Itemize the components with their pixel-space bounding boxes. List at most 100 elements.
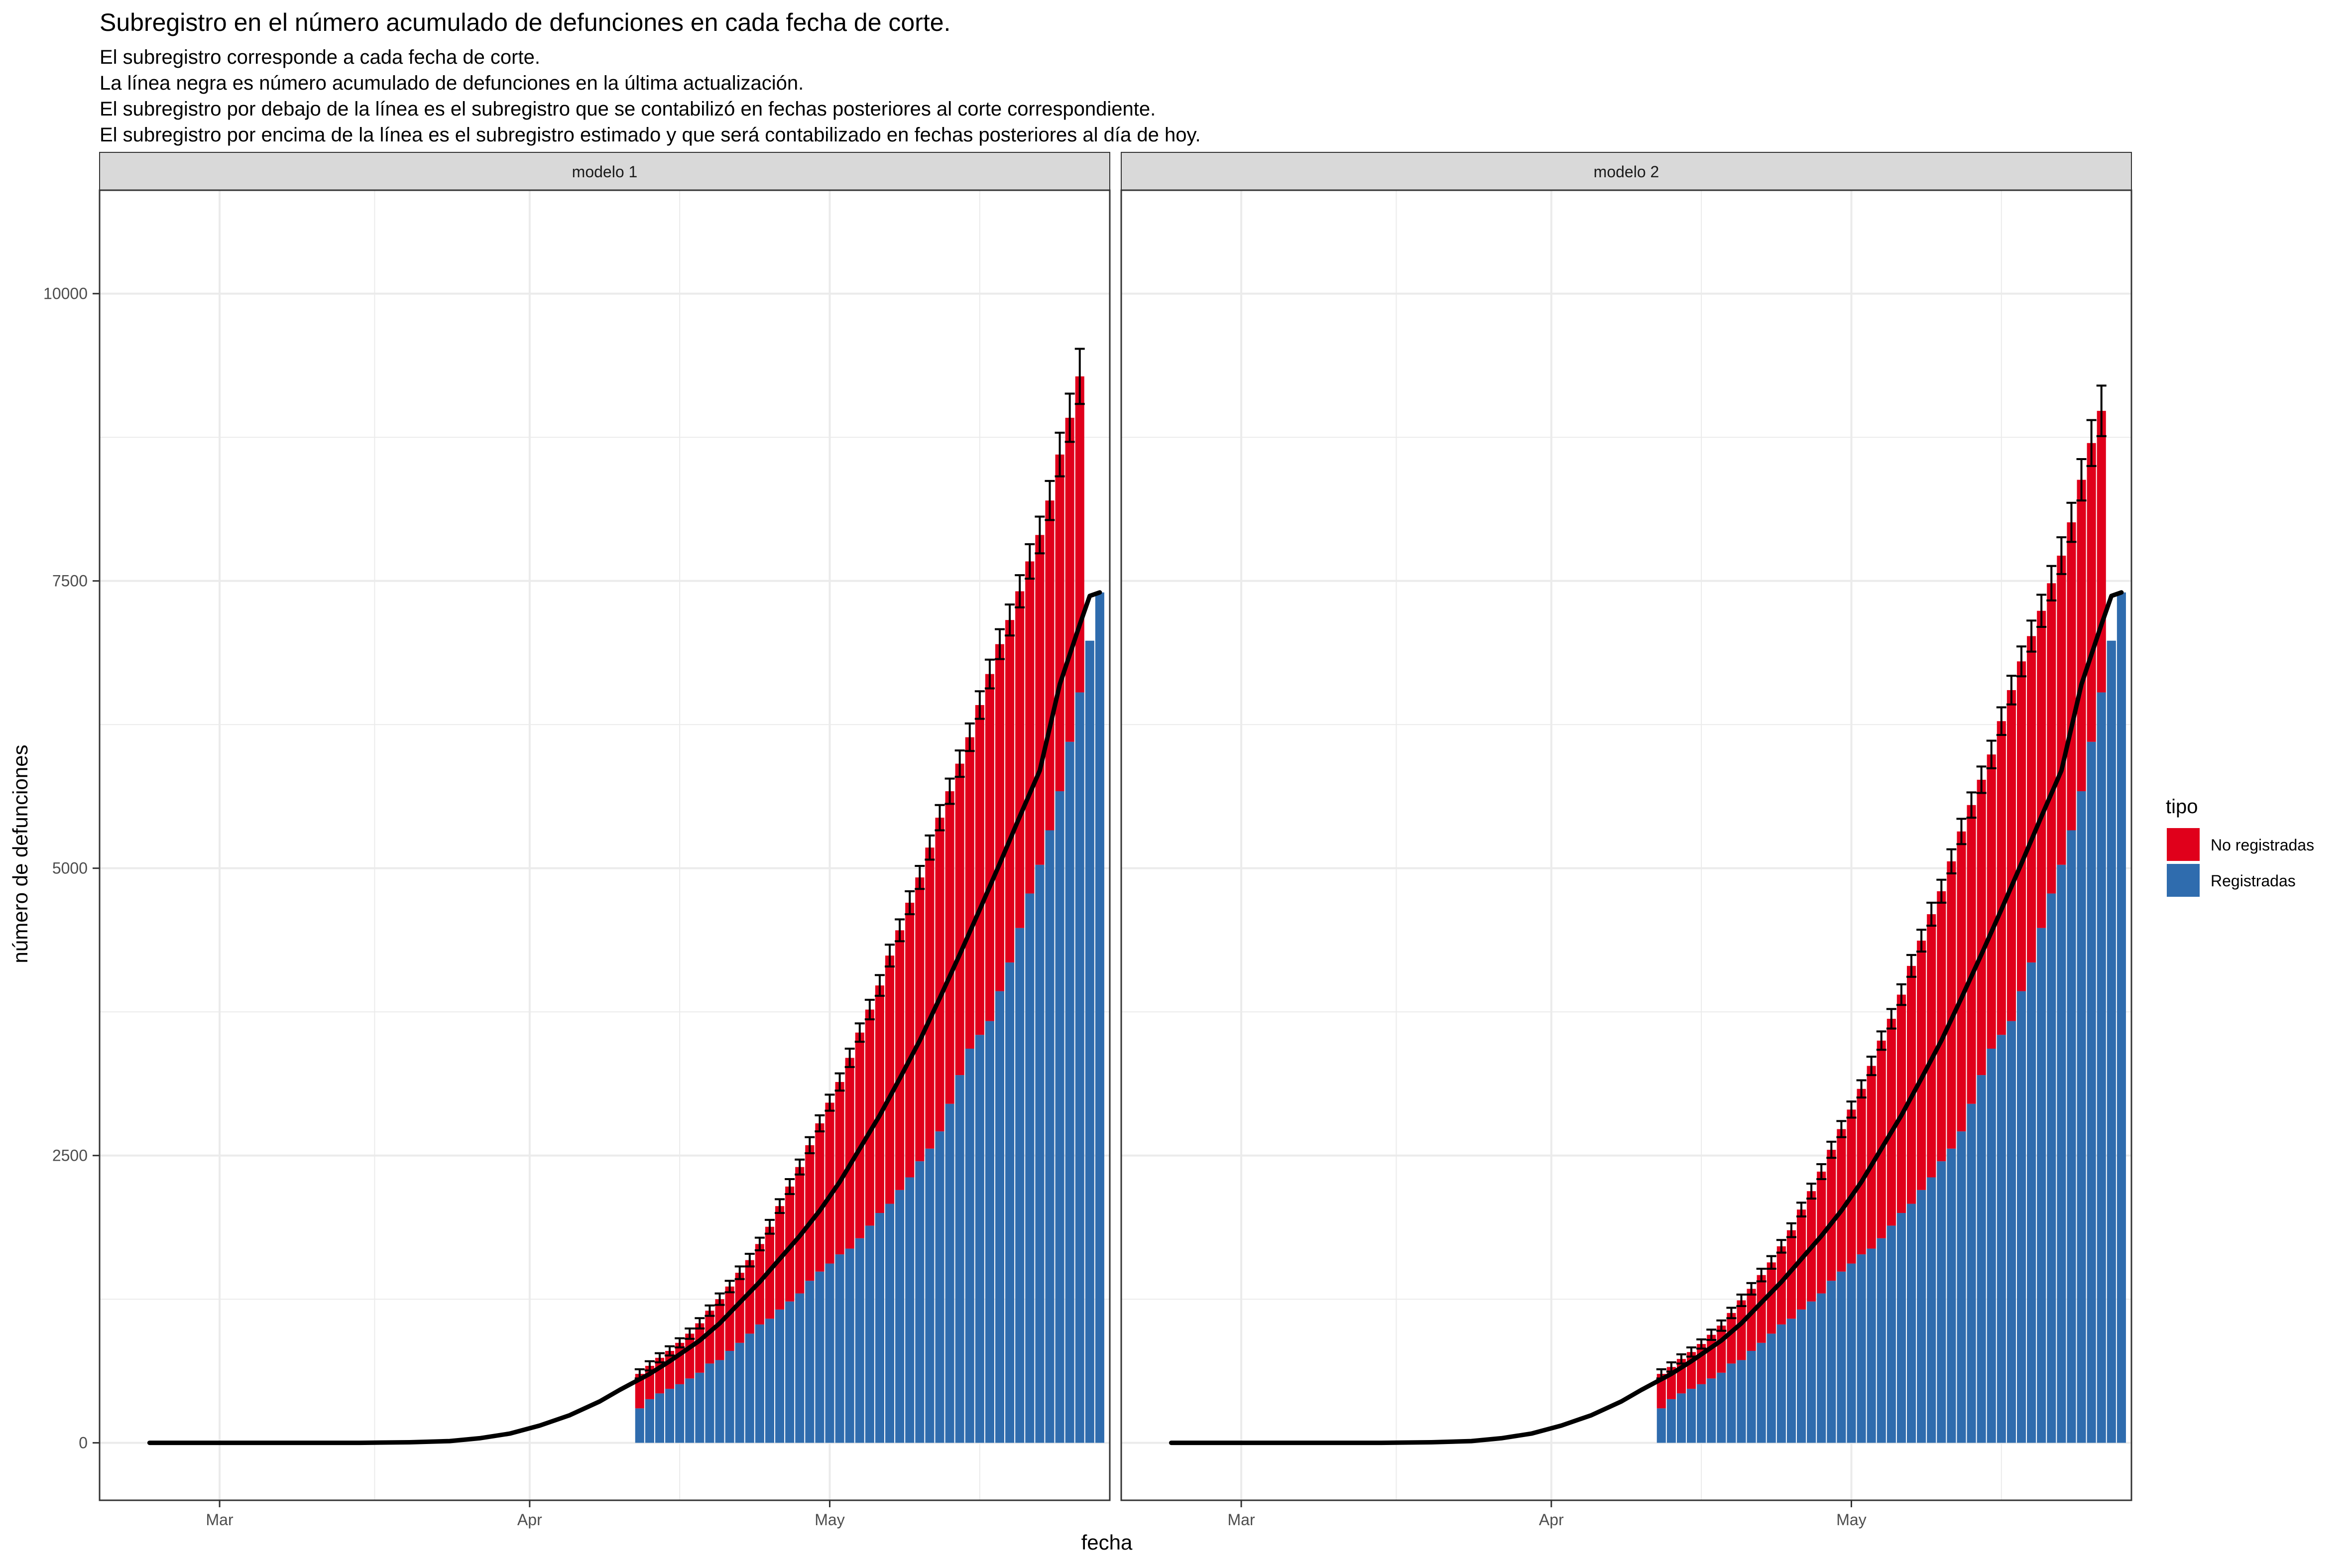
error-bars — [1656, 384, 2107, 1380]
bar-no-registradas — [2027, 636, 2036, 963]
bar-registradas — [1867, 1248, 1876, 1443]
panel-border — [1120, 189, 2132, 1501]
bar-no-registradas — [2097, 411, 2106, 693]
bar-registradas — [1045, 830, 1055, 1443]
bar-registradas — [1776, 1324, 1786, 1443]
error-bar — [764, 1218, 775, 1235]
bar-no-registradas — [2067, 522, 2076, 831]
bar-registradas — [1015, 928, 1025, 1443]
bar-no-registradas — [1977, 779, 1986, 1076]
error-bar — [654, 1352, 665, 1364]
bar-registradas — [1977, 1075, 1986, 1443]
error-bar — [2076, 458, 2087, 502]
error-bar — [1726, 1307, 1737, 1320]
bar-registradas — [775, 1309, 785, 1443]
bar-registradas — [945, 1103, 954, 1443]
bar-registradas — [1877, 1238, 1886, 1443]
bar-no-registradas — [835, 1082, 844, 1255]
error-bar — [1064, 392, 1075, 443]
error-bar — [744, 1252, 755, 1268]
error-bar — [665, 1345, 675, 1357]
bar-registradas — [1817, 1293, 1826, 1443]
bars — [1656, 411, 2126, 1443]
error-bar — [954, 749, 965, 778]
bar-registradas — [1065, 741, 1074, 1443]
y-tick-label: 0 — [79, 1434, 88, 1452]
error-bar — [1035, 515, 1045, 555]
bar-registradas — [1075, 692, 1084, 1443]
error-bar — [844, 1047, 855, 1068]
y-axis-title: número de defunciones — [8, 745, 32, 964]
error-bar — [984, 658, 995, 690]
error-bar — [2056, 536, 2067, 575]
bar-registradas — [1766, 1333, 1776, 1443]
error-bar — [795, 1158, 805, 1176]
bar-registradas — [885, 1204, 895, 1443]
chart-subtitle-line-2: La línea negra es número acumulado de de… — [100, 72, 804, 94]
bar-registradas — [2067, 830, 2076, 1443]
bar-registradas — [1957, 1131, 1966, 1443]
chart-subtitle-line-1: El subregistro corresponde a cada fecha … — [100, 46, 540, 68]
bar-registradas — [735, 1342, 744, 1443]
bar-registradas — [895, 1190, 905, 1443]
panel-border — [99, 189, 1111, 1501]
bar-no-registradas — [1906, 965, 1916, 1204]
error-bar — [864, 998, 875, 1021]
bar-registradas — [755, 1324, 764, 1443]
bar-registradas — [1857, 1254, 1866, 1443]
bar-no-registradas — [1917, 941, 1926, 1190]
bar-no-registradas — [985, 674, 994, 1021]
facet-panel-1: modelo 1 Mar Apr May — [99, 152, 1111, 1529]
line-latest-update — [147, 590, 1102, 1446]
bar-no-registradas — [1847, 1109, 1856, 1264]
bars — [635, 376, 1104, 1443]
error-bar — [1746, 1282, 1757, 1296]
bar-registradas — [695, 1372, 705, 1443]
error-bar — [1776, 1239, 1786, 1254]
error-bar — [874, 974, 885, 997]
x-axis-ticks: Mar Apr May — [206, 1500, 845, 1529]
bar-registradas — [2016, 991, 2026, 1443]
error-bar — [1886, 1008, 1896, 1030]
error-bar — [2046, 565, 2057, 602]
bar-no-registradas — [715, 1299, 724, 1360]
bar-no-registradas — [695, 1323, 705, 1373]
facet-panel-2: modelo 2 Mar Apr May — [1120, 152, 2132, 1529]
error-bar — [695, 1317, 705, 1329]
bar-registradas — [1937, 1161, 1946, 1443]
bar-no-registradas — [935, 818, 944, 1132]
bar-no-registradas — [1045, 500, 1055, 831]
bar-no-registradas — [1005, 620, 1015, 963]
error-bar — [974, 690, 985, 720]
error-bar — [714, 1292, 725, 1306]
bar-no-registradas — [1035, 535, 1045, 865]
error-bar — [705, 1304, 715, 1317]
bar-no-registradas — [1025, 561, 1035, 894]
bar-no-registradas — [1877, 1040, 1886, 1238]
bar-registradas — [875, 1213, 884, 1443]
bar-registradas — [765, 1319, 775, 1443]
bar-registradas — [1837, 1271, 1846, 1443]
error-bar — [1986, 739, 1997, 769]
bar-no-registradas — [1015, 591, 1025, 928]
bar-registradas — [2047, 893, 2056, 1443]
error-bar — [1926, 901, 1937, 927]
bar-registradas — [935, 1131, 944, 1443]
bar-registradas — [665, 1389, 675, 1443]
error-bar — [1025, 543, 1035, 580]
bar-registradas — [645, 1399, 654, 1443]
y-tick-label: 5000 — [52, 859, 88, 877]
bar-no-registradas — [2057, 555, 2066, 865]
error-bar — [995, 628, 1005, 660]
x-tick-label: Apr — [517, 1511, 542, 1529]
bar-registradas — [2057, 864, 2066, 1443]
bar-no-registradas — [2077, 480, 2086, 792]
bar-no-registradas — [745, 1260, 754, 1334]
facet-strip-label: modelo 1 — [572, 163, 638, 181]
bar-no-registradas — [1065, 417, 1074, 742]
bar-registradas — [1727, 1363, 1736, 1443]
error-bar — [1966, 791, 1977, 819]
bar-no-registradas — [1717, 1326, 1726, 1373]
bar-registradas — [795, 1293, 805, 1443]
